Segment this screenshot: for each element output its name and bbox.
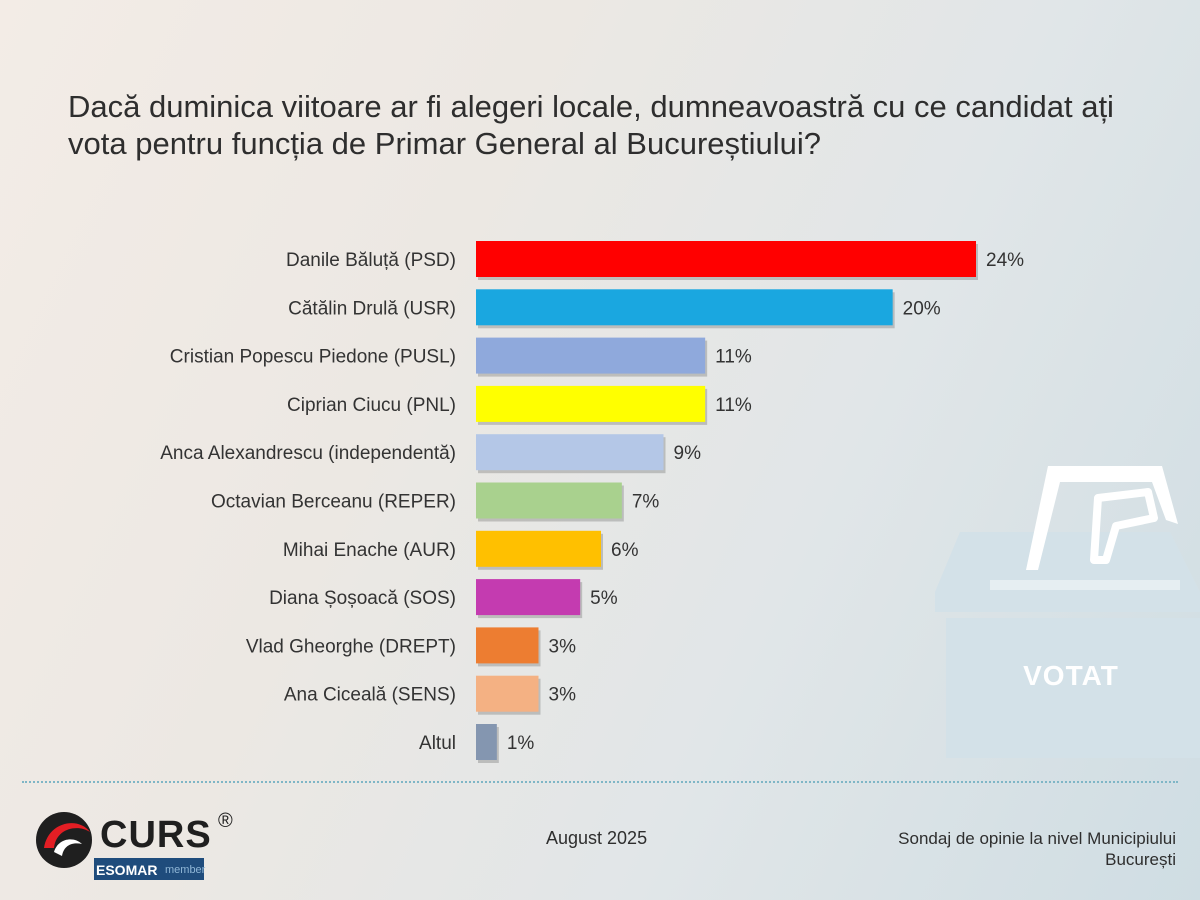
bar: [476, 627, 539, 664]
ballot-box-label: VOTAT: [1023, 660, 1119, 691]
bar: [476, 724, 497, 760]
survey-source-line2: București: [1105, 850, 1176, 869]
survey-date: August 2025: [546, 828, 648, 848]
data-label: 6%: [611, 540, 639, 561]
data-label: 24%: [986, 250, 1024, 271]
category-label: Vlad Gheorghe (DREPT): [246, 636, 456, 657]
survey-source: Sondaj de opinie la nivel Municipiului B…: [820, 828, 1176, 870]
bar: [476, 337, 706, 374]
category-label: Ciprian Ciucu (PNL): [287, 395, 456, 416]
category-label: Anca Alexandrescu (independentă): [160, 443, 456, 464]
data-label: 7%: [632, 492, 660, 513]
logo-text: CURS: [100, 814, 212, 856]
data-label: 11%: [715, 347, 752, 368]
bar: [476, 530, 601, 567]
bar: [476, 385, 706, 422]
logo-registered-mark: ®: [218, 810, 233, 832]
esomar-member-label: member: [165, 864, 206, 876]
category-label: Altul: [419, 733, 456, 754]
survey-source-line1: Sondaj de opinie la nivel Municipiului: [898, 829, 1176, 848]
bar: [476, 434, 664, 471]
footer-divider: [22, 781, 1178, 783]
category-label: Cătălin Drulă (USR): [288, 298, 456, 319]
bar: [476, 241, 976, 277]
data-label: 5%: [590, 588, 618, 609]
category-label: Octavian Berceanu (REPER): [211, 492, 456, 513]
category-label: Mihai Enache (AUR): [283, 540, 456, 561]
category-label: Ana Ciceală (SENS): [284, 685, 456, 706]
data-label: 11%: [715, 395, 752, 416]
bar: [476, 289, 893, 326]
data-label: 9%: [674, 443, 702, 464]
category-label: Diana Șoșoacă (SOS): [269, 588, 456, 609]
data-label: 3%: [549, 685, 577, 706]
chart-title: Dacă duminica viitoare ar fi alegeri loc…: [68, 89, 1114, 161]
ballot-box-icon: [935, 466, 1200, 758]
bar: [476, 482, 622, 519]
data-label: 20%: [903, 298, 941, 319]
bar-chart: Danile Băluță (PSD) 24% Cătălin Drulă (USR…: [160, 241, 1024, 763]
data-label: 1%: [507, 733, 535, 754]
data-label: 3%: [549, 636, 577, 657]
bar: [476, 579, 581, 616]
category-label: Cristian Popescu Piedone (PUSL): [170, 347, 456, 368]
bar: [476, 675, 539, 712]
esomar-label: ESOMAR: [96, 862, 158, 878]
category-label: Danile Băluță (PSD): [286, 250, 456, 271]
curs-logo-icon: [36, 812, 204, 880]
